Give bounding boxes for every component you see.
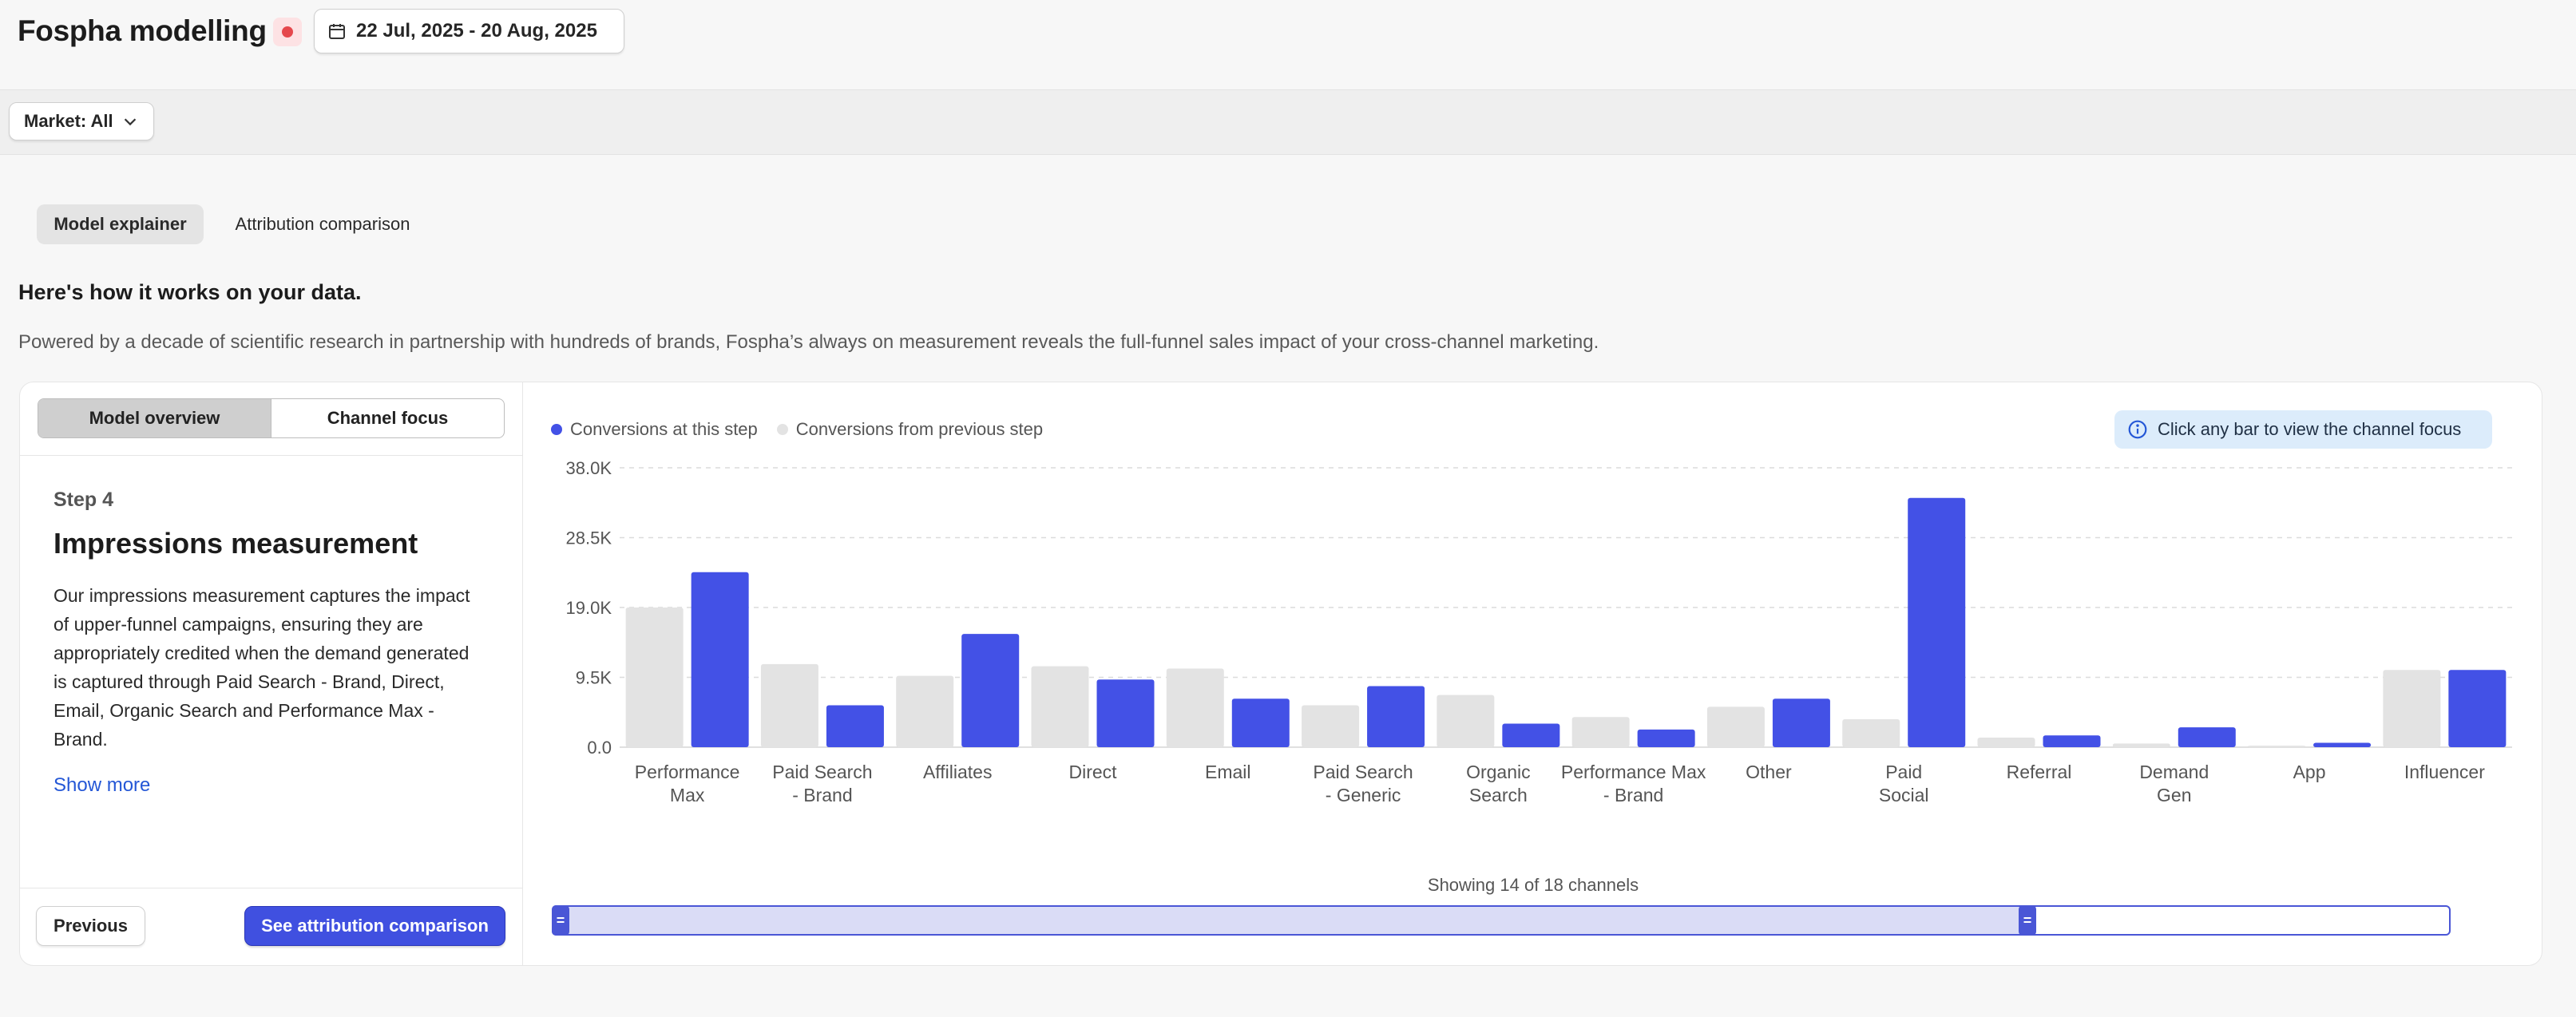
bar-previous-step[interactable] [2383, 670, 2441, 747]
x-tick-label: Search [1469, 785, 1528, 805]
bar-previous-step[interactable] [2248, 746, 2306, 747]
bar-previous-step[interactable] [1437, 694, 1495, 747]
x-tick-label: App [2293, 762, 2326, 782]
scroll-handle-left[interactable]: = [552, 905, 569, 936]
bar-previous-step[interactable] [760, 663, 818, 747]
step-label: Step 4 [54, 489, 114, 511]
legend-item-previous: Conversions from previous step [776, 419, 1044, 440]
x-tick-label: Social [1879, 785, 1929, 805]
chart-legend: Conversions at this step Conversions fro… [551, 419, 1052, 440]
filter-bar [0, 89, 2576, 155]
bar-previous-step[interactable] [1031, 666, 1089, 747]
y-tick-label: 0.0 [587, 738, 612, 758]
bar-previous-step[interactable] [1166, 668, 1224, 747]
legend-swatch-previous [776, 424, 788, 435]
x-tick-label: Affiliates [923, 762, 993, 782]
bar-previous-step[interactable] [896, 675, 954, 747]
x-tick-label: Gen [2157, 785, 2191, 805]
section-heading: Here's how it works on your data. [18, 280, 362, 304]
bar-current-step[interactable] [2178, 727, 2236, 747]
previous-button[interactable]: Previous [36, 906, 145, 946]
show-more-link[interactable]: Show more [54, 774, 151, 796]
x-tick-label: Email [1205, 762, 1251, 782]
step-title: Impressions measurement [54, 527, 418, 560]
legend-label-previous: Conversions from previous step [795, 419, 1044, 439]
tab-model-explainer[interactable]: Model explainer [37, 204, 204, 244]
calendar-icon [329, 24, 345, 39]
y-tick-label: 28.5K [566, 528, 612, 548]
market-filter-label: Market: All [24, 111, 113, 131]
bar-current-step[interactable] [1367, 686, 1425, 747]
x-tick-label: Referral [2007, 762, 2072, 782]
step-description: Our impressions measurement captures the… [54, 585, 470, 750]
bar-previous-step[interactable] [1302, 705, 1360, 748]
info-icon [2128, 420, 2147, 439]
x-tick-label: Paid Search [1313, 762, 1413, 782]
chevron-down-icon [124, 118, 136, 126]
chart-hint-text: Click any bar to view the channel focus [2158, 419, 2462, 439]
live-status-icon [273, 18, 302, 46]
x-tick-label: Paid Search [772, 762, 872, 782]
x-tick-label: Performance Max [1561, 762, 1706, 782]
y-tick-label: 19.0K [566, 598, 612, 618]
bar-current-step[interactable] [1908, 497, 1966, 747]
view-segmented-control: Model overview Channel focus [38, 398, 505, 438]
x-tick-label: - Brand [1603, 785, 1663, 805]
x-tick-label: Demand [2139, 762, 2209, 782]
x-tick-label: Influencer [2404, 762, 2485, 782]
x-tick-label: - Generic [1326, 785, 1401, 805]
x-tick-label: Performance [635, 762, 740, 782]
date-range-label: 22 Jul, 2025 - 20 Aug, 2025 [356, 20, 597, 42]
bar-current-step[interactable] [2313, 742, 2372, 747]
bar-current-step[interactable] [826, 705, 884, 748]
legend-swatch-current [551, 424, 562, 435]
x-tick-label: Direct [1068, 762, 1117, 782]
section-description: Powered by a decade of scientific resear… [18, 331, 1599, 353]
x-tick-label: - Brand [792, 785, 852, 805]
tab-attribution-comparison[interactable]: Attribution comparison [235, 214, 410, 234]
bar-current-step[interactable] [1637, 729, 1695, 747]
channel-scroll-window[interactable] [553, 907, 2027, 934]
bar-previous-step[interactable] [1571, 717, 1630, 747]
y-tick-label: 9.5K [576, 668, 612, 688]
segment-channel-focus[interactable]: Channel focus [327, 408, 449, 428]
bar-previous-step[interactable] [1977, 738, 2035, 747]
bar-current-step[interactable] [2043, 735, 2101, 747]
bar-current-step[interactable] [1096, 679, 1155, 747]
page-title: Fospha modelling [18, 14, 267, 47]
bar-current-step[interactable] [961, 634, 1020, 747]
model-card [19, 382, 2542, 966]
x-tick-label: Other [1746, 762, 1792, 782]
chart-hint: Click any bar to view the channel focus [2114, 410, 2492, 449]
panel-divider [522, 382, 523, 965]
bar-previous-step[interactable] [1706, 706, 1765, 747]
bar-previous-step[interactable] [2112, 743, 2170, 747]
divider [20, 455, 522, 456]
bar-current-step[interactable] [1772, 698, 1830, 747]
bar-current-step[interactable] [1502, 723, 1560, 747]
segment-model-overview[interactable]: Model overview [38, 399, 271, 437]
y-tick-label: 38.0K [566, 458, 612, 478]
x-tick-label: Max [670, 785, 705, 805]
channel-conversions-chart: 0.0 9.5K 19.0K 28.5K 38.0K Performance Max Paid… [566, 458, 2512, 805]
x-tick-label: Paid [1885, 762, 1922, 782]
market-filter-dropdown[interactable]: Market: All [9, 102, 154, 140]
channels-count-label: Showing 14 of 18 channels [1427, 875, 1639, 895]
see-attribution-comparison-button[interactable]: See attribution comparison [244, 906, 505, 946]
x-tick-label: Organic [1466, 762, 1531, 782]
bar-previous-step[interactable] [1842, 719, 1900, 747]
legend-label-current: Conversions at this step [570, 419, 758, 439]
bar-current-step[interactable] [691, 572, 749, 747]
bar-current-step[interactable] [2448, 670, 2507, 747]
bar-current-step[interactable] [1231, 698, 1290, 747]
bar-previous-step[interactable] [625, 607, 684, 747]
legend-item-current: Conversions at this step [551, 419, 758, 440]
date-range-button[interactable]: 22 Jul, 2025 - 20 Aug, 2025 [314, 9, 624, 53]
scroll-handle-right[interactable]: = [2019, 905, 2036, 936]
